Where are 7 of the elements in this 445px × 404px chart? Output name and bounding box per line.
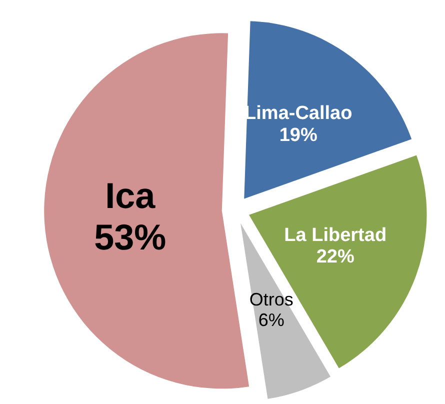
- slice-label: La Libertad: [284, 224, 387, 246]
- data-label: 19%: [279, 125, 318, 146]
- slice-label: Otros: [249, 289, 294, 310]
- data-label: 6%: [258, 310, 284, 330]
- slice-label: Ica: [105, 175, 156, 216]
- data-label: 53%: [94, 216, 166, 258]
- data-label: 22%: [316, 246, 354, 268]
